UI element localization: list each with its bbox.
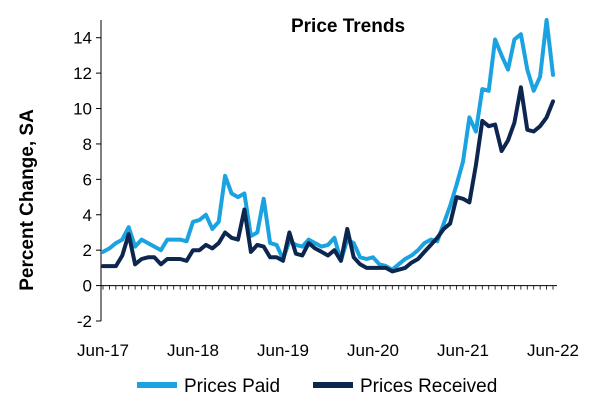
y-tick-label: 8: [83, 135, 92, 154]
x-tick-label: Jun-19: [257, 341, 309, 360]
legend: Prices Paid Prices Received: [137, 376, 497, 397]
legend-label-prices-received: Prices Received: [360, 376, 497, 397]
chart-title: Price Trends: [291, 16, 405, 37]
y-tick-label: 4: [83, 206, 92, 225]
y-axis-label: Percent Change, SA: [17, 109, 38, 291]
y-tick-label: -2: [77, 312, 92, 331]
x-tick-label: Jun-17: [77, 341, 129, 360]
y-tick-label: 10: [73, 100, 92, 119]
y-tick-label: 6: [83, 170, 92, 189]
x-tick-label: Jun-21: [437, 341, 489, 360]
x-axis: Jun-17 Jun-18 Jun-19 Jun-20 Jun-21 Jun-22: [77, 285, 579, 360]
y-tick-label: 0: [83, 277, 92, 296]
series-lines: [101, 18, 555, 274]
x-tick-label: Jun-18: [167, 341, 219, 360]
x-tick-label: Jun-20: [347, 341, 399, 360]
series-line-prices-paid: [101, 18, 555, 272]
y-tick-label: 14: [73, 29, 92, 48]
y-tick-label: 2: [83, 241, 92, 260]
x-tick-label: Jun-22: [527, 341, 579, 360]
y-tick-label: 12: [73, 64, 92, 83]
legend-label-prices-paid: Prices Paid: [184, 376, 280, 397]
series-line-prices-received: [101, 85, 555, 274]
y-axis: -2 0 2 4 6 8 10 12 14: [73, 20, 102, 331]
